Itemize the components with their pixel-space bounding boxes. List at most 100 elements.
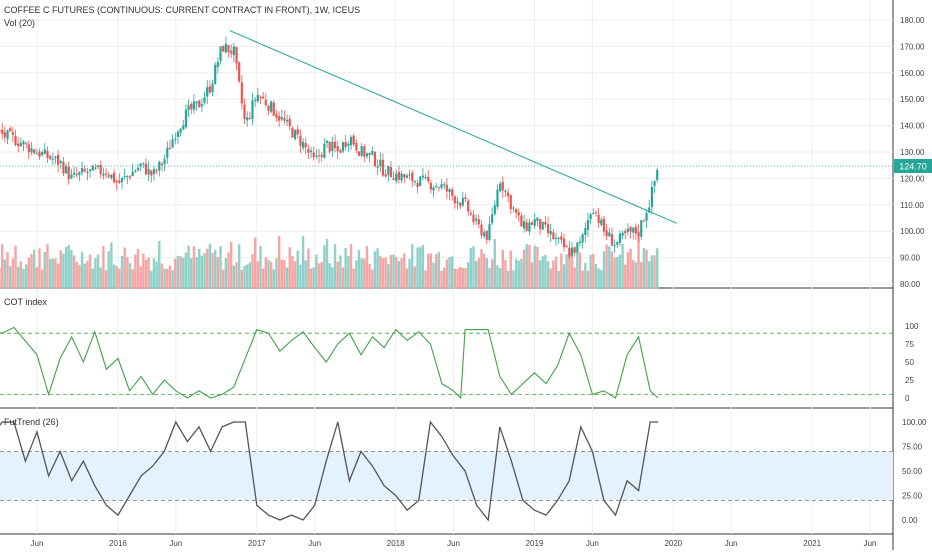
volume-bar xyxy=(312,267,315,289)
volume-bar xyxy=(224,257,228,289)
candle-body xyxy=(464,197,467,200)
volume-bar xyxy=(155,261,158,289)
volume-bar xyxy=(80,251,84,289)
volume-bar xyxy=(453,268,457,289)
volume-bar xyxy=(139,266,142,289)
candle-body xyxy=(429,182,432,190)
volume-bar xyxy=(472,246,475,289)
candle-body xyxy=(99,165,102,174)
candle-body xyxy=(227,45,230,53)
candle-body xyxy=(405,175,409,178)
volume-bar xyxy=(637,234,640,289)
cot-tick-label: 0 xyxy=(905,394,910,403)
candle-body xyxy=(112,172,116,183)
candle-body xyxy=(365,153,369,157)
candle-body xyxy=(296,129,299,135)
volume-bar xyxy=(416,247,419,289)
volume-bar xyxy=(123,247,126,289)
volume-bar xyxy=(344,247,347,289)
candle-body xyxy=(517,212,520,216)
candle-body xyxy=(368,153,371,155)
volume-bar xyxy=(464,268,467,289)
trend-line[interactable] xyxy=(229,30,677,224)
volume-bar xyxy=(445,259,449,289)
candle-body xyxy=(102,173,105,176)
candle-body xyxy=(1,130,4,134)
volume-bar xyxy=(293,261,297,289)
candle-body xyxy=(171,139,174,148)
candle-body xyxy=(352,135,355,145)
candle-body xyxy=(91,165,94,171)
volume-bar xyxy=(546,261,550,289)
candle-body xyxy=(312,152,315,158)
candle-body xyxy=(323,143,326,159)
candle-body xyxy=(275,114,278,118)
volume-bar xyxy=(525,243,528,289)
volume-bar xyxy=(229,242,233,289)
volume-bar xyxy=(86,260,89,289)
volume-bar xyxy=(336,261,339,289)
candle-body xyxy=(448,189,451,193)
volume-bar xyxy=(560,253,563,289)
candle-body xyxy=(104,173,108,175)
candle-body xyxy=(230,50,233,54)
candle-body xyxy=(25,143,28,145)
volume-bar xyxy=(198,248,201,289)
volume-bar xyxy=(504,259,507,289)
volume-bar xyxy=(381,258,385,289)
volume-bar xyxy=(54,258,57,289)
volume-bar xyxy=(365,246,369,289)
volume-bar xyxy=(237,244,241,289)
volume-bar xyxy=(30,254,33,289)
candle-body xyxy=(371,150,374,155)
candle-body xyxy=(192,101,196,110)
volume-bar xyxy=(488,268,491,289)
candle-body xyxy=(107,174,110,177)
volume-bar xyxy=(450,256,454,289)
volume-bar xyxy=(291,255,294,289)
candle-body xyxy=(581,234,584,243)
candle-body xyxy=(238,62,241,82)
volume-bar xyxy=(243,265,246,289)
volume-bar xyxy=(496,265,499,289)
candle-body xyxy=(507,192,510,197)
volume-bar xyxy=(3,259,7,289)
volume-bar xyxy=(16,266,20,289)
volume-bar xyxy=(176,255,180,289)
candle-body xyxy=(355,142,358,151)
futtrend-tick-label: 50.00 xyxy=(902,467,923,476)
volume-bar xyxy=(24,264,28,289)
volume-bar xyxy=(397,260,401,289)
candle-body xyxy=(155,170,158,172)
candle-body xyxy=(35,153,38,155)
candle-body xyxy=(538,219,542,229)
candle-body xyxy=(208,86,211,93)
volume-bar xyxy=(565,254,568,289)
candle-body xyxy=(504,190,507,193)
volume-bar xyxy=(573,267,576,289)
volume-bar xyxy=(530,262,534,289)
candle-body xyxy=(3,132,6,138)
volume-bar xyxy=(120,255,124,289)
candle-body xyxy=(373,152,377,166)
candle-body xyxy=(219,46,222,61)
candle-body xyxy=(341,142,345,152)
volume-bar xyxy=(307,248,310,289)
candle-body xyxy=(232,46,235,56)
candle-body xyxy=(134,170,137,172)
candle-body xyxy=(54,156,57,159)
volume-bar xyxy=(656,248,659,289)
futtrend-tick-label: 100.00 xyxy=(902,418,927,427)
candle-body xyxy=(11,132,14,135)
candle-body xyxy=(613,245,616,247)
volume-bar xyxy=(168,265,172,289)
candle-body xyxy=(222,46,225,52)
price-tick-label: 110.00 xyxy=(900,201,924,210)
candle-body xyxy=(235,46,238,64)
volume-bar xyxy=(363,258,366,289)
candle-body xyxy=(536,217,539,221)
volume-bar xyxy=(456,268,459,289)
futtrend-band xyxy=(0,451,893,501)
volume-bar xyxy=(424,270,427,289)
